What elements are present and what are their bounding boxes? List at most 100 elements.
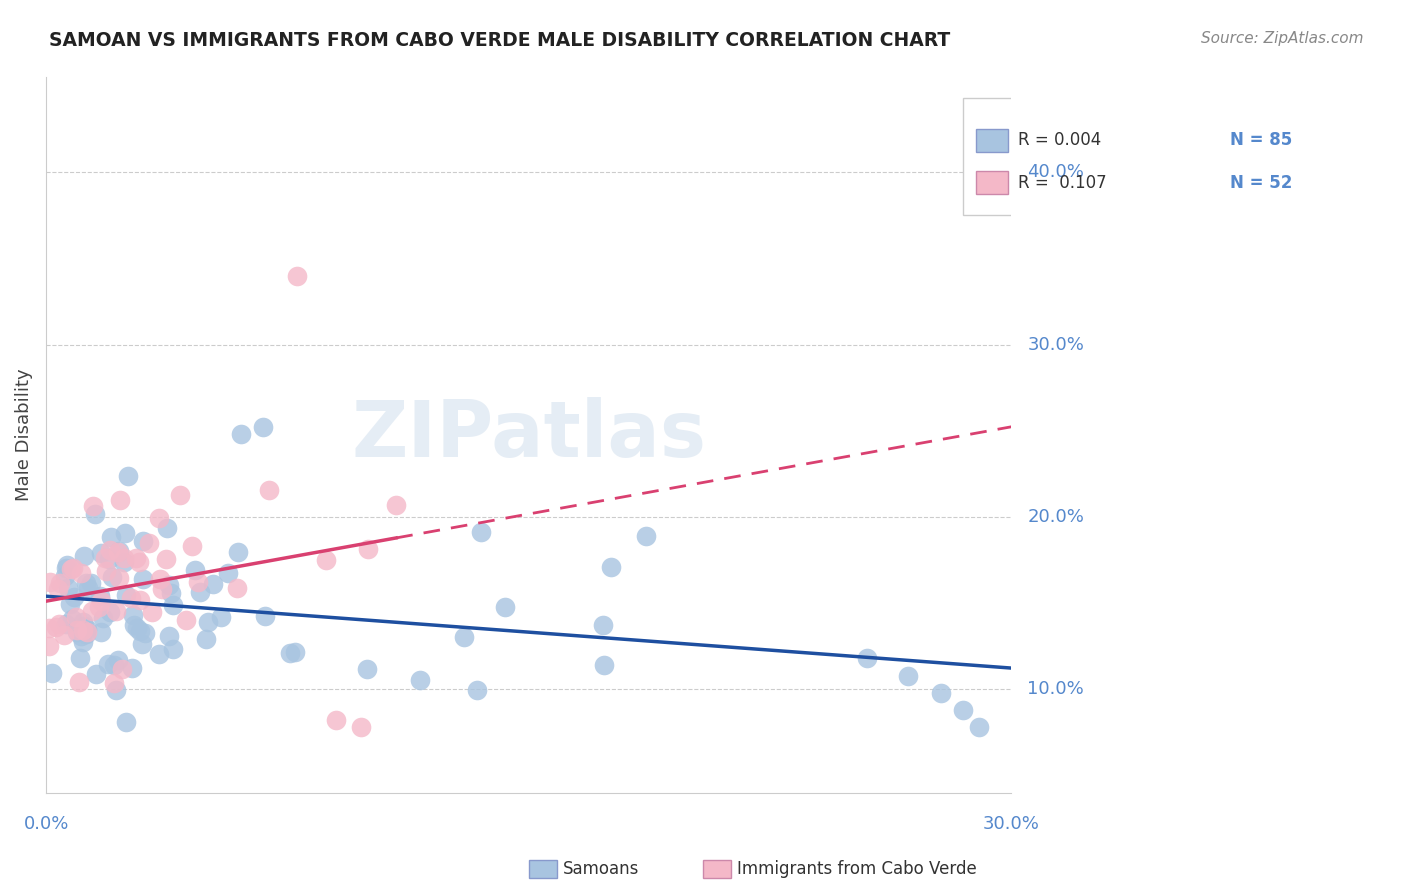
Point <box>159 578 181 592</box>
Point <box>217 566 239 580</box>
Point <box>121 608 143 623</box>
Point <box>117 468 139 483</box>
Point <box>132 534 155 549</box>
Point <box>385 498 408 512</box>
Point <box>98 551 121 566</box>
Point <box>149 572 172 586</box>
Point <box>86 666 108 681</box>
Point <box>82 499 104 513</box>
Text: 30.0%: 30.0% <box>1028 335 1084 353</box>
Point <box>112 555 135 569</box>
Point <box>48 617 70 632</box>
Point <box>72 549 94 564</box>
Point <box>284 645 307 659</box>
Bar <box>976 129 1008 152</box>
Text: ZIPatlas: ZIPatlas <box>352 397 706 473</box>
Point <box>229 427 252 442</box>
Point <box>49 576 72 591</box>
Point <box>285 268 308 283</box>
Point <box>184 563 207 577</box>
Point <box>952 703 974 717</box>
Point <box>929 686 952 700</box>
Point <box>138 536 160 550</box>
Point <box>162 598 184 612</box>
Point <box>197 615 219 629</box>
Point <box>148 647 170 661</box>
Text: Samoans: Samoans <box>562 860 638 878</box>
Point <box>67 674 90 689</box>
Point <box>77 582 100 596</box>
Point <box>107 653 129 667</box>
Point <box>75 576 97 591</box>
Point <box>41 665 63 680</box>
Point <box>101 570 124 584</box>
Point <box>56 582 79 596</box>
Point <box>98 542 121 557</box>
Text: N = 52: N = 52 <box>1230 174 1292 192</box>
Point <box>72 615 94 630</box>
Point <box>103 676 125 690</box>
Point <box>82 604 104 618</box>
Point <box>53 628 76 642</box>
Point <box>94 564 117 578</box>
Point <box>855 651 877 665</box>
Point <box>159 629 181 643</box>
Point <box>129 593 152 607</box>
Point <box>593 658 616 673</box>
Point <box>128 624 150 639</box>
Point <box>465 683 488 698</box>
Text: 10.0%: 10.0% <box>1028 681 1084 698</box>
Point <box>62 561 84 575</box>
Text: N = 85: N = 85 <box>1230 131 1292 149</box>
Point <box>148 511 170 525</box>
Point <box>100 605 122 619</box>
Point <box>254 609 277 624</box>
Point <box>592 618 614 632</box>
Point <box>70 566 93 581</box>
Point <box>131 573 153 587</box>
Point <box>150 582 173 597</box>
Point <box>55 616 77 631</box>
Point <box>169 488 191 502</box>
Point <box>188 585 211 599</box>
Point <box>134 626 156 640</box>
Point <box>108 493 131 508</box>
Text: 40.0%: 40.0% <box>1028 163 1084 181</box>
Point <box>141 605 163 619</box>
Text: R = 0.004: R = 0.004 <box>1018 131 1101 149</box>
Point <box>125 551 148 566</box>
Text: 20.0%: 20.0% <box>1028 508 1084 526</box>
Point <box>408 673 430 687</box>
Bar <box>529 860 557 878</box>
Point <box>76 622 98 636</box>
Point <box>72 623 94 637</box>
Point <box>84 507 107 521</box>
Point <box>91 611 114 625</box>
Point <box>38 621 60 635</box>
Point <box>897 668 920 682</box>
Point <box>125 621 148 635</box>
Point <box>131 637 153 651</box>
Point <box>257 483 280 497</box>
Point <box>59 562 82 576</box>
FancyBboxPatch shape <box>963 98 1381 215</box>
Point <box>94 550 117 565</box>
Point <box>162 641 184 656</box>
Point <box>122 617 145 632</box>
Point <box>97 657 120 671</box>
Point <box>201 576 224 591</box>
Text: 0.0%: 0.0% <box>24 815 69 833</box>
Point <box>63 590 86 604</box>
Y-axis label: Male Disability: Male Disability <box>15 369 32 501</box>
Point <box>72 635 94 649</box>
Point <box>315 553 337 567</box>
Point <box>90 625 112 640</box>
Bar <box>703 860 731 878</box>
Text: SAMOAN VS IMMIGRANTS FROM CABO VERDE MALE DISABILITY CORRELATION CHART: SAMOAN VS IMMIGRANTS FROM CABO VERDE MAL… <box>49 31 950 50</box>
Point <box>80 576 103 591</box>
Point <box>108 544 131 558</box>
Point <box>66 624 89 639</box>
Point <box>600 560 623 574</box>
Point <box>39 574 62 589</box>
Point <box>121 661 143 675</box>
